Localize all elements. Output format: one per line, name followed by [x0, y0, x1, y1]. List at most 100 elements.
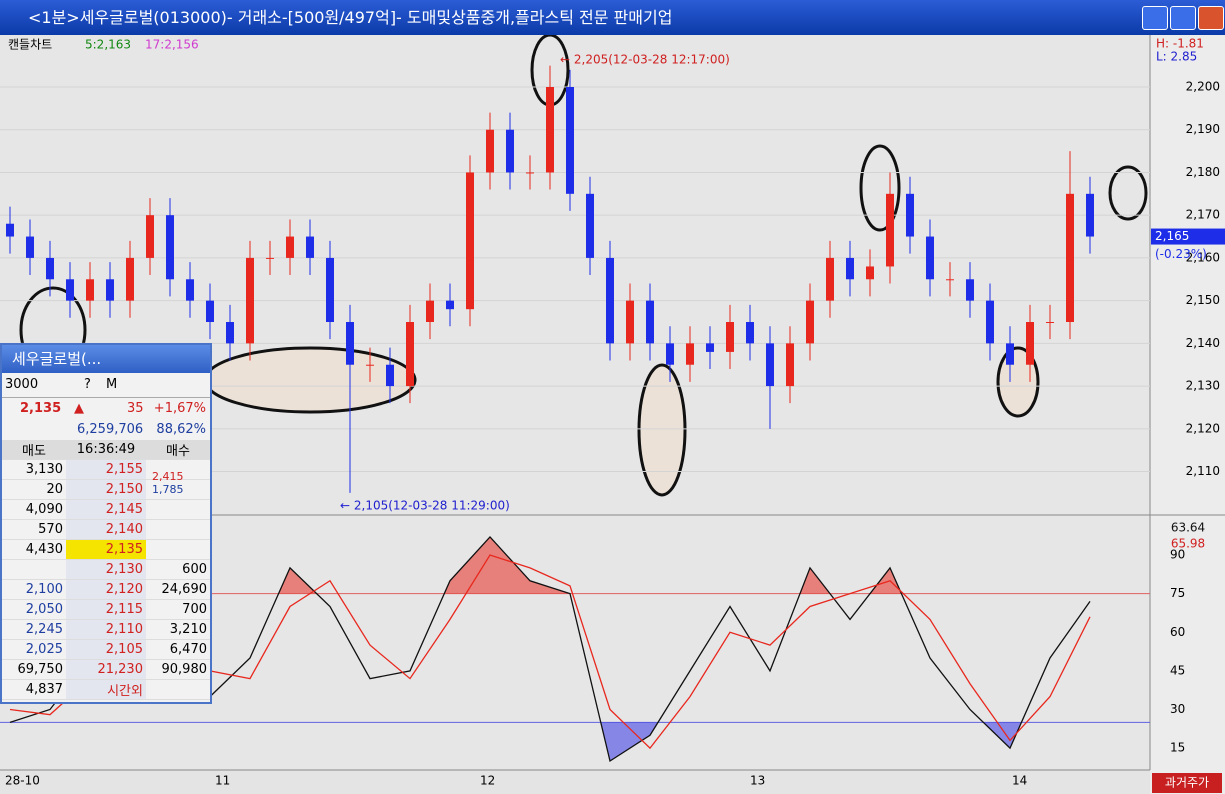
- x-label: 12: [480, 774, 495, 788]
- arrow: ▲: [74, 401, 84, 416]
- order-cell: 2,110: [65, 619, 146, 640]
- order-cell: 2,140: [65, 519, 146, 540]
- history-button[interactable]: [1152, 773, 1222, 793]
- close[interactable]: [1198, 6, 1224, 30]
- candle-body: [246, 257, 254, 344]
- candle-body: [426, 300, 434, 322]
- order-cell: 2,050: [2, 599, 66, 620]
- candle-body: [746, 322, 754, 344]
- candle-body: [146, 215, 154, 258]
- candle-body: [66, 279, 74, 301]
- candle-body: [1026, 322, 1034, 365]
- legend-name: 캔들차트: [8, 38, 52, 52]
- order-cell: 2,025: [2, 639, 66, 660]
- y-tick-label: 2,110: [1186, 464, 1220, 478]
- candle-body: [826, 257, 834, 301]
- order-cell: [145, 479, 210, 500]
- pct: +1,67%: [153, 401, 206, 416]
- indicator-tick-label: 75: [1170, 586, 1185, 600]
- indicator-value: 63.64: [1171, 521, 1205, 535]
- candle-body: [506, 129, 514, 173]
- order-row: 2,245 2,110 3,210: [2, 619, 210, 640]
- mini-chart: 2,415 1,785: [152, 470, 184, 496]
- order-row: 4,090 2,145: [2, 499, 210, 520]
- candle-body: [706, 343, 714, 352]
- candle-body: [406, 322, 414, 387]
- volume: 6,259,706: [77, 422, 144, 437]
- candle-body: [326, 257, 334, 322]
- candle-body: [286, 236, 294, 258]
- candle-body: [1086, 193, 1094, 237]
- candle-body: [166, 215, 174, 280]
- x-label: 11: [215, 774, 230, 788]
- maximize[interactable]: [1170, 6, 1196, 30]
- minimize[interactable]: [1142, 6, 1168, 30]
- candle-body: [846, 257, 854, 280]
- candle-body: [946, 279, 954, 281]
- mini-label: 1,785: [152, 483, 184, 496]
- candle-body: [626, 300, 634, 344]
- candle-body: [1066, 193, 1074, 322]
- btn[interactable]: M: [106, 377, 118, 392]
- order-row: 4,430 2,135: [2, 539, 210, 560]
- candle-body: [1006, 343, 1014, 365]
- indicator-tick-label: 30: [1170, 702, 1185, 716]
- candle-body: [906, 193, 914, 237]
- candle-body: [1046, 322, 1054, 323]
- candle-body: [566, 87, 574, 194]
- order-cell: 2,115: [65, 599, 146, 620]
- candle-body: [606, 257, 614, 344]
- indicator-tick-label: 60: [1170, 625, 1185, 639]
- order-cell: 600: [145, 559, 210, 580]
- order-cell: 700: [145, 599, 210, 620]
- candle-body: [546, 87, 554, 173]
- order-cell: 4,430: [2, 539, 66, 560]
- candle-body: [866, 266, 874, 280]
- btn[interactable]: ?: [84, 377, 91, 392]
- indicator-tick-label: 15: [1170, 741, 1185, 755]
- x-label: 14: [1012, 774, 1027, 788]
- indicator-value: 65.98: [1171, 537, 1205, 551]
- hl-l: L: 2.85: [1156, 50, 1197, 64]
- hl-h: H: -1.81: [1156, 37, 1204, 51]
- y-tick-label: 2,170: [1186, 208, 1220, 222]
- order-cell: [145, 499, 210, 520]
- y-tick-label: 2,130: [1186, 379, 1220, 393]
- candle-body: [446, 300, 454, 310]
- volume-row: 6,259,706 88,62%: [2, 419, 210, 440]
- y-tick-label: 2,150: [1186, 293, 1220, 307]
- current-price: 2,165: [1155, 229, 1189, 243]
- annotation-low: ← 2,105(12-03-28 11:29:00): [340, 499, 510, 513]
- order-row: 2,100 2,120 24,690: [2, 579, 210, 600]
- order-cell: 2,245: [2, 619, 66, 640]
- order-cell: [2, 559, 66, 580]
- order-cell: 3,130: [2, 459, 66, 480]
- order-row: 69,750 21,230 90,980: [2, 659, 210, 680]
- order-cell: 매수: [145, 440, 210, 460]
- change: 35: [127, 401, 144, 416]
- candle-body: [386, 364, 394, 387]
- order-cell: 21,230: [65, 659, 146, 680]
- candle-body: [666, 343, 674, 365]
- annotation-high: ← 2,205(12-03-28 12:17:00): [560, 53, 730, 67]
- order-cell: 90,980: [145, 659, 210, 680]
- candle-body: [586, 193, 594, 258]
- order-window[interactable]: 세우글로벌(... 3000 ? M 2,135 ▲ 35 +1,67% 6,2…: [0, 343, 212, 704]
- candle-body: [766, 343, 774, 387]
- order-cell: [145, 459, 210, 480]
- order-cell: 2,105: [65, 639, 146, 660]
- order-cell: 570: [2, 519, 66, 540]
- candle-body: [26, 236, 34, 258]
- candle-body: [86, 279, 94, 301]
- y-tick-label: 2,190: [1186, 122, 1220, 136]
- code[interactable]: 3000: [5, 377, 39, 392]
- y-tick-label: 2,140: [1186, 336, 1220, 350]
- order-row: 20 2,150: [2, 479, 210, 500]
- axis-bg: [1150, 35, 1225, 794]
- candle-body: [806, 300, 814, 344]
- order-cell: 매도: [2, 440, 66, 460]
- indicator-tick-label: 90: [1170, 548, 1185, 562]
- y-tick-label: 2,180: [1186, 165, 1220, 179]
- history-button-label[interactable]: 과거주가: [1165, 776, 1209, 790]
